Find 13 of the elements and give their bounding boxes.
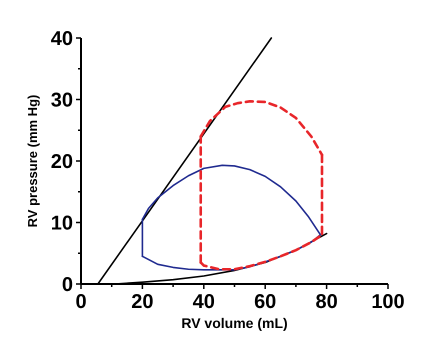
- y-tick-label: 30: [50, 90, 73, 112]
- y-axis-title: RV pressure (mm Hg): [25, 94, 40, 228]
- y-tick-label: 0: [62, 274, 73, 296]
- y-tick-label: 40: [50, 28, 73, 50]
- y-tick-label: 10: [50, 212, 73, 234]
- y-tick-label: 20: [50, 151, 73, 173]
- x-tick-label: 80: [315, 291, 338, 313]
- x-tick-label: 100: [371, 291, 405, 313]
- x-tick-label: 0: [75, 291, 87, 313]
- x-tick-label: 60: [254, 291, 276, 313]
- x-tick-label: 20: [131, 291, 154, 313]
- x-axis-title: RV volume (mL): [181, 315, 288, 331]
- x-tick-label: 40: [192, 291, 215, 313]
